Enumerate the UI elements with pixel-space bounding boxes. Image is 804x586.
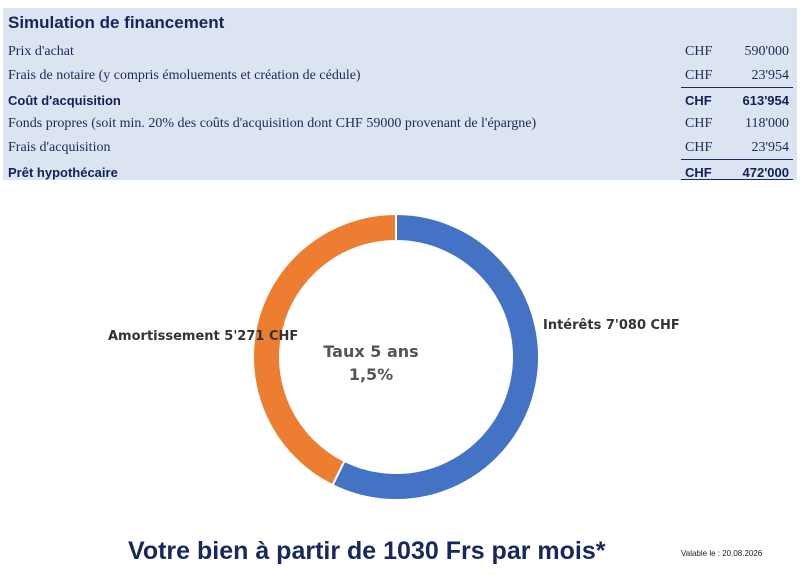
donut-slice-1 [252, 212, 397, 487]
row-label: Coût d'acquisition [8, 93, 121, 108]
row-currency: CHF [685, 68, 713, 83]
row-value: 118'000 [744, 116, 789, 131]
donut-slice-0 [331, 212, 540, 501]
row-label: Frais d'acquisition [8, 140, 111, 155]
slice-label-interest: Intérêts 7'080 CHF [543, 318, 680, 333]
row-currency: CHF [685, 116, 713, 131]
financing-table: Simulation de financement Prix d'achat C… [3, 8, 797, 180]
row-purchase-price: Prix d'achat CHF 590'000 [3, 40, 797, 64]
row-value: 613'954 [742, 93, 789, 108]
row-value: 472'000 [742, 165, 789, 180]
row-acquisition-fees: Frais d'acquisition CHF 23'954 [3, 136, 797, 160]
row-label: Frais de notaire (y compris émoluements … [8, 68, 361, 83]
row-acquisition-cost: Coût d'acquisition CHF 613'954 [3, 88, 797, 112]
row-currency: CHF [685, 44, 713, 59]
row-currency: CHF [685, 165, 712, 180]
row-notary-fees: Frais de notaire (y compris émoluements … [3, 64, 797, 88]
row-label: Prêt hypothécaire [8, 165, 118, 180]
footer-headline: Votre bien à partir de 1030 Frs par mois… [128, 537, 606, 565]
rate-label: Taux 5 ans [323, 342, 419, 361]
row-value: 23'954 [751, 68, 789, 83]
row-own-funds: Fonds propres (soit min. 20% des coûts d… [3, 112, 797, 136]
row-currency: CHF [685, 140, 713, 155]
row-label: Prix d'achat [8, 44, 74, 59]
row-mortgage-loan: Prêt hypothécaire CHF 472'000 [3, 160, 797, 180]
donut-center-text: Taux 5 ans 1,5% [311, 340, 431, 386]
row-value: 590'000 [744, 44, 789, 59]
donut-chart [252, 212, 540, 501]
rate-value: 1,5% [348, 365, 394, 384]
slice-label-amortization: Amortissement 5'271 CHF [108, 329, 299, 344]
table-title: Simulation de financement [8, 13, 225, 32]
row-value: 23'954 [751, 140, 789, 155]
valid-date-note: Valable le : 20.08.2026 [681, 549, 763, 558]
row-label: Fonds propres (soit min. 20% des coûts d… [8, 116, 537, 131]
row-currency: CHF [685, 93, 712, 108]
